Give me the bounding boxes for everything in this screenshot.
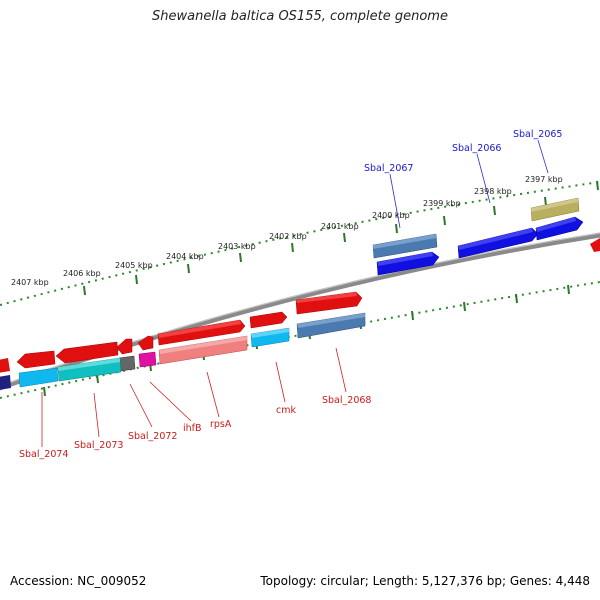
genome-backbone	[0, 232, 600, 391]
leader-line	[149, 381, 192, 422]
outer-kbp-label: 2400 kbp	[372, 211, 410, 220]
inner-kbp-label: 2403 kbp	[218, 242, 256, 251]
gene-box	[297, 313, 365, 328]
outer-tick	[83, 285, 86, 296]
inner-tick	[411, 310, 414, 321]
reverse-gene-labels: Sbal_2074 Sbal_2073 Sbal_2072 ihfB rpsA …	[19, 395, 371, 460]
gene-box	[58, 358, 120, 371]
leader-line	[537, 139, 549, 174]
gene-label: ihfB	[183, 423, 202, 434]
leader-line	[389, 173, 401, 229]
inner-kbp-label: 2407 kbp	[11, 278, 49, 287]
genome-summary-text: Topology: circular; Length: 5,127,376 bp…	[260, 574, 590, 588]
gene-arrow	[296, 292, 357, 303]
gene-arrow	[458, 228, 533, 250]
gene-box	[531, 198, 578, 212]
outer-kbp-label: 2398 kbp	[474, 187, 512, 196]
gene-label: Sbal_2067	[364, 163, 413, 174]
gene-box	[0, 375, 11, 390]
outer-tick	[443, 215, 446, 226]
forward-leader-lines	[389, 139, 549, 229]
gene-label: cmk	[276, 405, 296, 416]
outer-forward-genes	[372, 197, 600, 276]
outer-tick	[493, 205, 496, 216]
outer-ruler-major-ticks	[83, 180, 599, 296]
inner-kbp-label: 2402 kbp	[269, 232, 307, 241]
gene-label: Sbal_2072	[128, 431, 177, 442]
leader-line	[206, 371, 220, 418]
outer-kbp-label: 2399 kbp	[423, 199, 461, 208]
leader-line	[335, 347, 347, 393]
gene-label: rpsA	[210, 419, 232, 430]
gene-arrow	[0, 358, 10, 373]
gene-box	[118, 355, 136, 372]
gene-box	[18, 367, 59, 388]
gene-label: Sbal_2073	[74, 440, 123, 451]
inner-tick	[567, 284, 570, 295]
gene-box	[159, 336, 247, 354]
inner-tick	[515, 293, 518, 304]
outer-tick	[544, 196, 547, 207]
gene-arrow	[535, 216, 584, 241]
forward-gene-labels: Sbal_2067 Sbal_2066 Sbal_2065	[364, 129, 562, 174]
outer-ruler-line	[0, 181, 600, 306]
gene-arrow	[158, 320, 241, 338]
gene-arrow	[590, 238, 600, 252]
gene-box	[251, 328, 289, 338]
inner-kbp-label: 2406 kbp	[63, 269, 101, 278]
inner-tick	[43, 386, 46, 397]
inner-kbp-label: 2405 kbp	[115, 261, 153, 270]
gene-box	[373, 234, 436, 249]
leader-line	[476, 153, 491, 204]
gene-arrow	[536, 217, 576, 232]
outer-tick	[291, 242, 294, 253]
outer-tick	[596, 180, 599, 191]
reverse-leader-lines	[41, 347, 347, 447]
leader-line	[129, 383, 153, 428]
map-title: Shewanella baltica OS155, complete genom…	[152, 9, 448, 24]
gene-arrow	[55, 341, 119, 364]
gene-box	[138, 351, 157, 368]
forward-genes	[0, 291, 363, 373]
accession-text: Accession: NC_009052	[10, 574, 147, 588]
gene-arrow	[16, 350, 56, 369]
gene-label: Sbal_2066	[452, 143, 501, 154]
leader-line	[275, 361, 286, 403]
gene-arrow	[249, 311, 288, 329]
outer-tick	[343, 232, 346, 243]
second-row-genes	[0, 312, 366, 390]
outer-tick	[239, 252, 242, 263]
inner-kbp-label: 2401 kbp	[321, 222, 359, 231]
gene-label: Sbal_2074	[19, 449, 68, 460]
gene-arrow	[377, 252, 433, 266]
outer-tick	[395, 223, 398, 234]
inner-tick	[463, 301, 466, 312]
inner-kbp-label: 2404 kbp	[166, 252, 204, 261]
outer-ruler-labels: 2400 kbp 2399 kbp 2398 kbp 2397 kbp	[372, 175, 563, 220]
outer-kbp-label: 2397 kbp	[525, 175, 563, 184]
gene-arrow	[137, 335, 154, 351]
outer-tick	[187, 263, 190, 274]
gene-label: Sbal_2068	[322, 395, 371, 406]
outer-tick	[135, 274, 138, 285]
gene-label: Sbal_2065	[513, 129, 562, 140]
gene-arrow	[116, 338, 133, 355]
leader-line	[93, 392, 100, 438]
inner-ruler-labels: 2407 kbp 2406 kbp 2405 kbp 2404 kbp 2403…	[11, 222, 359, 287]
